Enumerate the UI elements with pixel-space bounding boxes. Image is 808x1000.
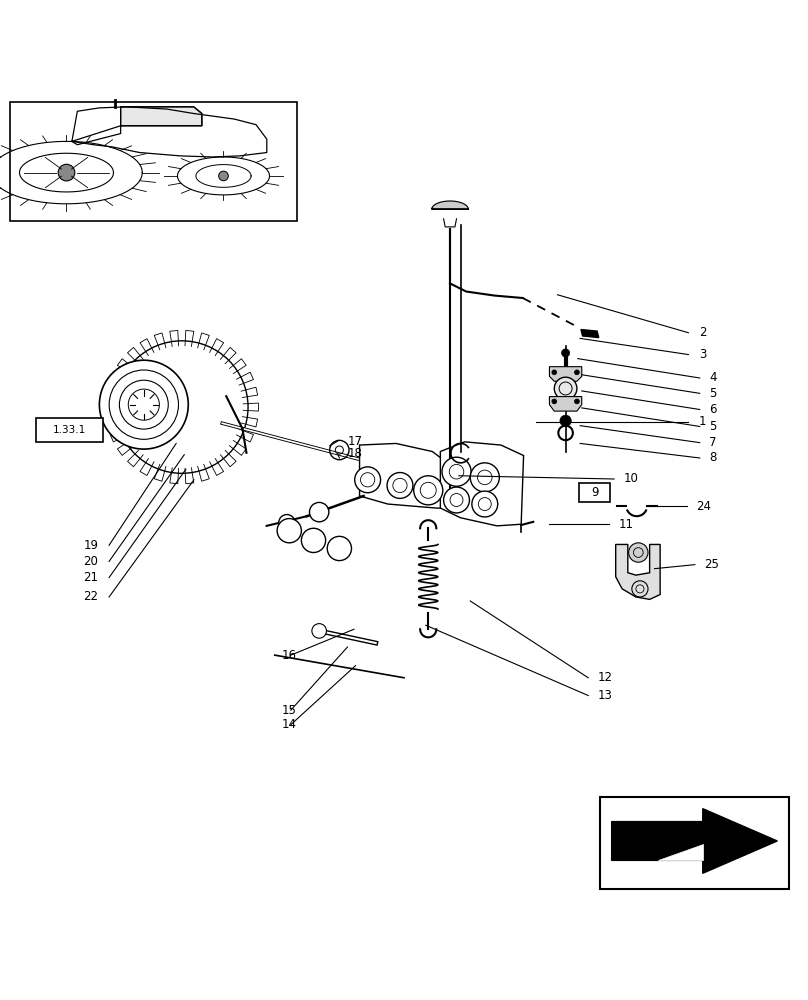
- Circle shape: [327, 536, 351, 561]
- Text: 22: 22: [83, 590, 99, 603]
- Circle shape: [444, 487, 469, 513]
- Polygon shape: [549, 397, 582, 411]
- Text: 2: 2: [699, 326, 706, 339]
- Text: 1.33.1: 1.33.1: [53, 425, 86, 435]
- Circle shape: [219, 171, 229, 181]
- Text: 21: 21: [83, 571, 99, 584]
- Circle shape: [301, 528, 326, 553]
- Circle shape: [574, 370, 579, 375]
- Polygon shape: [616, 544, 660, 599]
- Text: 6: 6: [709, 403, 717, 416]
- Polygon shape: [360, 443, 452, 508]
- Circle shape: [309, 502, 329, 522]
- Polygon shape: [581, 330, 599, 338]
- Circle shape: [312, 624, 326, 638]
- Circle shape: [552, 399, 557, 404]
- Circle shape: [279, 515, 295, 531]
- Bar: [36, 418, 103, 442]
- Text: 5: 5: [709, 420, 717, 433]
- Circle shape: [355, 467, 381, 493]
- Polygon shape: [432, 201, 469, 209]
- Polygon shape: [658, 844, 703, 860]
- Circle shape: [277, 519, 301, 543]
- Bar: [579, 483, 610, 502]
- Circle shape: [470, 463, 499, 492]
- Text: 20: 20: [83, 555, 98, 568]
- Circle shape: [560, 415, 571, 426]
- Circle shape: [99, 360, 188, 449]
- Text: 3: 3: [699, 348, 706, 361]
- Bar: [600, 797, 789, 889]
- Circle shape: [58, 164, 75, 181]
- Text: 12: 12: [598, 671, 613, 684]
- Text: 19: 19: [83, 539, 99, 552]
- Text: 15: 15: [281, 704, 296, 717]
- Text: 9: 9: [591, 486, 599, 499]
- Text: 25: 25: [705, 558, 719, 571]
- Circle shape: [116, 341, 248, 473]
- Text: 16: 16: [281, 649, 297, 662]
- Polygon shape: [549, 367, 582, 381]
- Text: 5: 5: [709, 387, 717, 400]
- Text: 11: 11: [619, 518, 634, 531]
- Text: 17: 17: [347, 435, 363, 448]
- Bar: [10, 102, 297, 221]
- Text: 10: 10: [624, 472, 638, 485]
- Polygon shape: [120, 107, 202, 126]
- Text: 13: 13: [598, 689, 612, 702]
- Circle shape: [442, 457, 471, 486]
- Circle shape: [414, 476, 443, 505]
- Text: 14: 14: [281, 718, 297, 731]
- Circle shape: [562, 349, 570, 357]
- Circle shape: [552, 370, 557, 375]
- Polygon shape: [612, 809, 777, 873]
- Circle shape: [574, 399, 579, 404]
- Polygon shape: [440, 442, 524, 526]
- Circle shape: [629, 543, 648, 562]
- Circle shape: [472, 491, 498, 517]
- Polygon shape: [444, 219, 457, 227]
- Circle shape: [554, 377, 577, 400]
- Text: 18: 18: [347, 447, 362, 460]
- Circle shape: [387, 473, 413, 498]
- Text: 7: 7: [709, 436, 717, 449]
- Text: 1: 1: [699, 415, 706, 428]
- Text: 8: 8: [709, 451, 717, 464]
- Text: 4: 4: [709, 371, 717, 384]
- Text: 24: 24: [696, 500, 712, 513]
